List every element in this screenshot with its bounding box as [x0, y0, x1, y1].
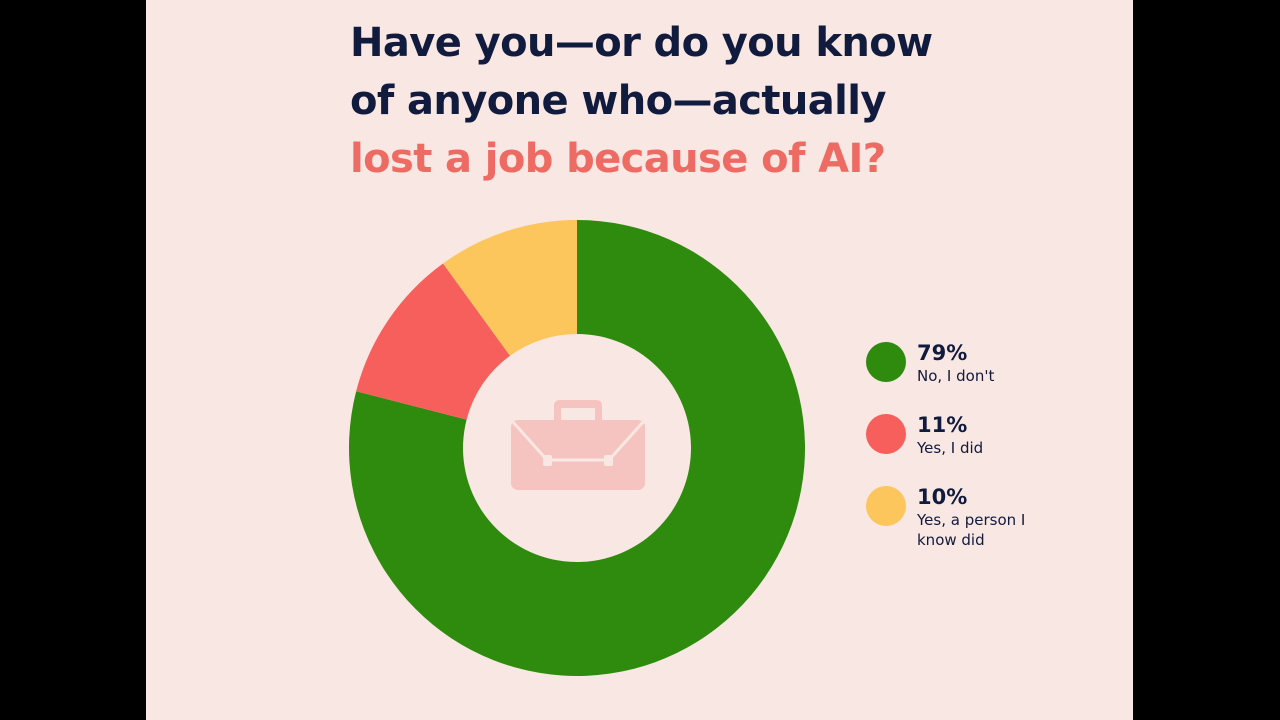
legend-dot-no — [866, 342, 906, 382]
donut-slice-yes — [356, 263, 510, 420]
legend-value-yes: 11% — [917, 413, 968, 437]
title-line-2: of anyone who—actually — [350, 78, 886, 124]
briefcase-clasp-left — [543, 455, 552, 466]
briefcase-clasp-right — [604, 455, 613, 466]
title-line-1: Have you—or do you know — [350, 20, 933, 66]
briefcase-strap — [511, 420, 645, 462]
briefcase-icon — [511, 400, 645, 490]
chart-title: Have you—or do you know of anyone who—ac… — [350, 14, 1050, 188]
legend-label-yes: Yes, I did — [917, 439, 984, 457]
legend-item: 79% No, I don't — [866, 340, 1116, 412]
legend-item: 10% Yes, a person I know did — [866, 484, 1116, 568]
legend-item: 11% Yes, I did — [866, 412, 1116, 484]
infographic-panel: Have you—or do you know of anyone who—ac… — [146, 0, 1133, 720]
donut-slice-someone — [442, 220, 577, 356]
donut-slice-no — [349, 220, 805, 676]
donut-slices — [349, 220, 805, 676]
legend-value-no: 79% — [917, 341, 968, 365]
donut-chart — [349, 220, 805, 676]
legend-dot-someone — [866, 486, 906, 526]
title-line-3: lost a job because of AI? — [350, 136, 886, 182]
chart-legend: 79% No, I don't 11% Yes, I did 10% Yes, … — [866, 340, 1116, 568]
briefcase-handle — [554, 400, 602, 420]
legend-label-no: No, I don't — [917, 367, 995, 385]
briefcase-body — [511, 420, 645, 490]
legend-label-someone: Yes, a person I know did — [917, 511, 1026, 549]
legend-dot-yes — [866, 414, 906, 454]
legend-value-someone: 10% — [917, 485, 968, 509]
